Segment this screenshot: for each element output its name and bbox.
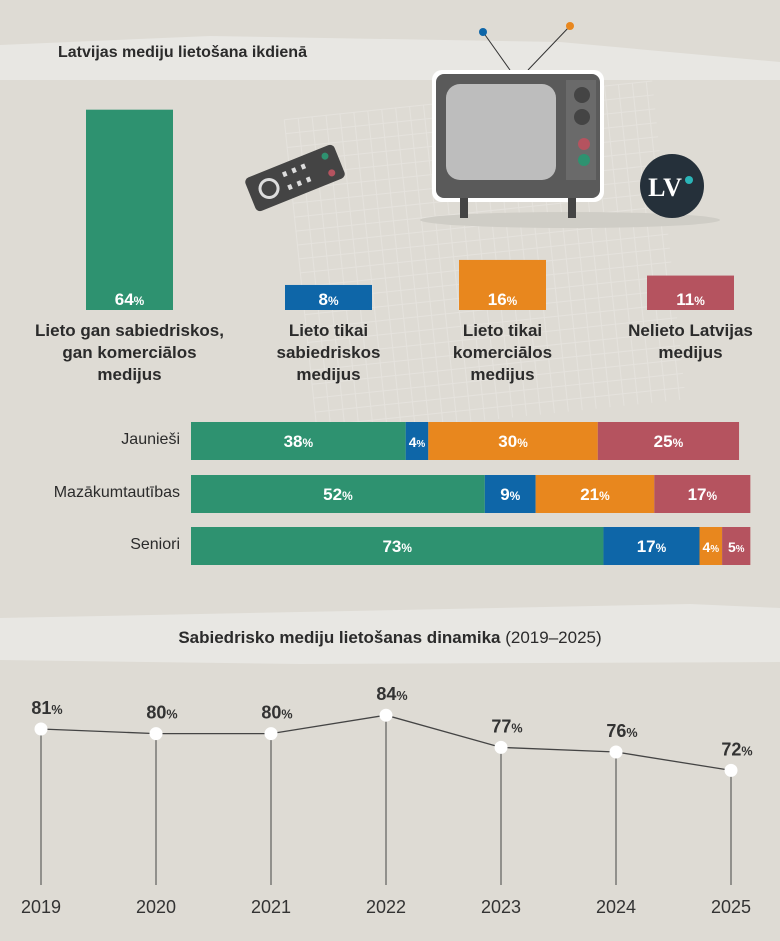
lv-logo-dot xyxy=(685,176,693,184)
x-tick-label: 2023 xyxy=(481,897,521,917)
point-value-label: 80% xyxy=(146,703,177,723)
x-tick-label: 2020 xyxy=(136,897,176,917)
stacked-segment xyxy=(699,527,723,565)
button-green xyxy=(578,154,590,166)
title-band-top xyxy=(0,36,780,80)
bar-category-label: Lieto tikai komerciālos medijus xyxy=(383,320,623,386)
segment-value-label: 17% xyxy=(637,537,667,556)
stacked-segment xyxy=(535,475,655,513)
segment-value-label: 17% xyxy=(688,485,718,504)
bar-value-label: 8% xyxy=(318,290,338,309)
point-value-label: 84% xyxy=(376,684,407,704)
category-label-line: Lieto gan sabiedriskos, xyxy=(35,321,224,340)
category-label-line: Lieto tikai xyxy=(288,321,369,340)
segment-value-label: 25% xyxy=(654,432,684,451)
dynamics-title-text: Sabiedrisko mediju lietošanas dinamika xyxy=(178,628,501,647)
category-label-line: gan komerciālos xyxy=(62,343,197,362)
x-tick-label: 2019 xyxy=(21,897,61,917)
segment-value-label: 73% xyxy=(382,537,412,556)
stacked-segment xyxy=(654,475,751,513)
antenna-right xyxy=(527,25,571,71)
category-label-line: medijus xyxy=(470,365,535,384)
stacked-segment xyxy=(191,422,406,460)
x-tick-label: 2025 xyxy=(711,897,751,917)
lv-logo xyxy=(640,154,704,218)
stacked-segment xyxy=(597,422,740,460)
bar-1 xyxy=(285,284,372,310)
category-label-line: medijus xyxy=(97,365,162,384)
data-point xyxy=(264,727,278,741)
row-label-jaunieši: Jaunieši xyxy=(121,431,180,448)
bar-0 xyxy=(86,109,173,311)
data-point xyxy=(609,745,623,759)
point-value-label: 81% xyxy=(31,698,62,718)
title-band-bottom xyxy=(0,604,780,664)
tv-screen xyxy=(446,84,556,180)
category-label-line: medijus xyxy=(658,343,723,362)
lv-logo-text: LV xyxy=(648,173,682,202)
antenna-tip-blue xyxy=(479,28,487,36)
category-label-line: sabiedriskos xyxy=(276,343,381,362)
point-value-label: 80% xyxy=(261,703,292,723)
chart-title-dynamics: Sabiedrisko mediju lietošanas dinamika (… xyxy=(0,628,780,648)
stacked-segment xyxy=(603,527,700,565)
data-point xyxy=(494,740,508,754)
bar-value-label: 11% xyxy=(676,290,705,309)
point-value-label: 76% xyxy=(606,721,637,741)
stacked-segment xyxy=(191,475,485,513)
segment-value-label: 21% xyxy=(580,485,610,504)
knob-icon xyxy=(574,87,590,103)
x-tick-label: 2021 xyxy=(251,897,291,917)
antenna-tip-orange xyxy=(566,22,574,30)
category-label-line: komerciālos xyxy=(452,343,553,362)
bar-3 xyxy=(647,275,734,310)
stacked-segment xyxy=(722,527,751,565)
button-red xyxy=(578,138,590,150)
bar-category-label: Nelieto Latvijas medijus xyxy=(571,320,780,364)
category-label-line: medijus xyxy=(296,365,361,384)
segment-value-label: 30% xyxy=(498,432,528,451)
row-label-seniori: Seniori xyxy=(130,536,180,553)
bar-value-label: 16% xyxy=(488,290,518,309)
bar-category-label: Lieto tikai sabiedriskos medijus xyxy=(209,320,449,386)
stacked-segment xyxy=(191,527,604,565)
data-point xyxy=(149,727,163,741)
stacked-segment xyxy=(428,422,598,460)
knob-icon xyxy=(574,109,590,125)
remote-control-icon xyxy=(245,144,345,212)
chart-title-daily-use: Latvijas mediju lietošana ikdienā xyxy=(58,44,307,61)
stacked-segment xyxy=(405,422,429,460)
data-point xyxy=(34,722,48,736)
bar-category-label: Lieto gan sabiedriskos, gan komerciālos me… xyxy=(10,320,250,386)
category-label-line: Nelieto Latvijas xyxy=(628,321,753,340)
stacked-segment xyxy=(484,475,536,513)
segment-value-label: 38% xyxy=(284,432,314,451)
bar-2 xyxy=(459,259,546,310)
tv-leg xyxy=(568,198,576,218)
segment-value-label: 5% xyxy=(728,539,745,555)
segment-value-label: 9% xyxy=(500,485,520,504)
segment-value-label: 4% xyxy=(409,434,426,450)
antenna-left xyxy=(482,31,511,71)
tv-shadow xyxy=(420,212,720,228)
point-value-label: 72% xyxy=(721,739,752,759)
data-point xyxy=(724,763,738,777)
data-point xyxy=(379,708,393,722)
point-value-label: 77% xyxy=(491,716,522,736)
x-tick-label: 2022 xyxy=(366,897,406,917)
segment-value-label: 52% xyxy=(323,485,353,504)
segment-value-label: 4% xyxy=(703,539,720,555)
tv-leg xyxy=(460,198,468,218)
row-label-mazākumtautības: Mazākumtautības xyxy=(53,484,180,501)
bar-value-label: 64% xyxy=(115,290,145,309)
dynamics-title-range: (2019–2025) xyxy=(505,628,602,647)
category-label-line: Lieto tikai xyxy=(462,321,543,340)
x-tick-label: 2024 xyxy=(596,897,636,917)
